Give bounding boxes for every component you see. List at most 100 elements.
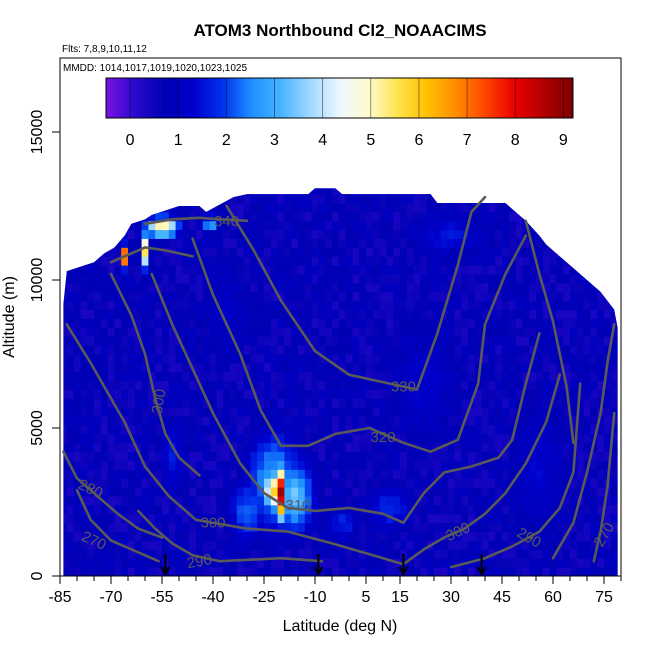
heat-cell [318, 211, 326, 222]
colorbar-cell [379, 78, 384, 118]
heat-cell [338, 291, 346, 302]
heat-cell [515, 549, 523, 559]
colorbar-cell [509, 78, 514, 118]
heat-cell [345, 238, 353, 248]
heat-cell [386, 433, 394, 444]
heat-cell [298, 247, 306, 257]
heat-cell [291, 567, 299, 577]
heat-cell [508, 265, 516, 275]
heat-cell [175, 442, 183, 453]
heat-cell [87, 389, 95, 399]
heat-cell [168, 389, 176, 399]
heat-cell [311, 309, 319, 319]
heat-cell [107, 380, 115, 390]
heat-cell [536, 309, 544, 319]
heat-cell [162, 469, 170, 479]
heat-cell [522, 265, 530, 275]
heat-cell [182, 425, 190, 435]
heat-cell [257, 567, 265, 577]
heat-cell [393, 416, 401, 426]
heat-cell [529, 407, 537, 417]
heat-cell [277, 558, 285, 568]
heat-cell [189, 522, 197, 532]
heat-cell [230, 513, 238, 524]
colorbar-cell [226, 78, 230, 118]
heat-cell [257, 522, 265, 532]
heat-cell [529, 380, 537, 390]
heat-cell [413, 300, 421, 310]
heat-cell [257, 416, 265, 426]
heat-cell [80, 371, 88, 382]
heat-cell [318, 487, 326, 497]
heat-cell [318, 291, 326, 302]
heat-cell [372, 407, 380, 417]
heat-cell [420, 211, 428, 222]
heat-cell [597, 442, 605, 453]
heat-cell [468, 469, 476, 479]
heat-cell [529, 371, 537, 382]
heat-cell [270, 265, 278, 275]
contour-line [136, 509, 324, 563]
heat-cell [168, 354, 176, 364]
heat-cell [66, 504, 74, 515]
heat-cell [454, 380, 462, 390]
heat-cell [468, 487, 476, 497]
heat-cell [454, 531, 462, 541]
heat-cell [257, 478, 265, 488]
heat-cell [134, 309, 142, 319]
heat-cell [393, 282, 401, 293]
heat-cell [447, 522, 455, 532]
heat-cell [515, 380, 523, 390]
heat-cell [63, 389, 68, 399]
heat-cell [250, 478, 258, 488]
heat-cell [406, 318, 414, 328]
heat-cell [80, 496, 88, 506]
heat-cell [468, 371, 476, 382]
heat-cell [400, 362, 408, 373]
heat-cell [243, 282, 251, 293]
heat-cell [454, 478, 462, 488]
heat-cell [406, 291, 414, 302]
heat-cell [277, 318, 285, 328]
heat-cell [386, 362, 394, 373]
heat-cell [570, 345, 578, 355]
heat-cell [189, 291, 197, 302]
heat-cell [393, 309, 401, 319]
heat-cell [73, 318, 81, 328]
heat-cell [250, 282, 258, 293]
heat-cell [440, 504, 448, 515]
heat-cell [196, 531, 204, 541]
heat-cell [107, 540, 115, 550]
heat-cell [318, 336, 326, 346]
heat-cell [141, 256, 149, 266]
heat-cell [141, 345, 149, 355]
heat-cell [236, 407, 244, 417]
heat-cell [393, 407, 401, 417]
heat-cell [570, 487, 578, 497]
heat-cell [345, 469, 353, 479]
heat-cell [372, 345, 380, 355]
heat-cell [264, 220, 272, 231]
heat-cell [332, 238, 340, 248]
heat-cell [549, 309, 557, 319]
heat-cell [556, 558, 564, 568]
heat-cell [162, 380, 170, 390]
heat-cell [264, 398, 272, 408]
heat-cell [311, 211, 319, 222]
heat-cell [168, 460, 176, 470]
heat-cell [583, 425, 591, 435]
heat-cell [495, 203, 503, 213]
colorbar-cell [309, 78, 314, 118]
heat-cell [236, 504, 244, 515]
heat-cell [542, 256, 550, 266]
heat-cell [447, 398, 455, 408]
heat-cell [66, 425, 74, 435]
heat-cell [366, 389, 374, 399]
heat-cell [563, 469, 571, 479]
heat-cell [155, 442, 163, 453]
heat-cell [257, 371, 265, 382]
heat-cell [332, 256, 340, 266]
heat-cell [311, 282, 319, 293]
heat-cell [522, 336, 530, 346]
heat-cell [372, 291, 380, 302]
